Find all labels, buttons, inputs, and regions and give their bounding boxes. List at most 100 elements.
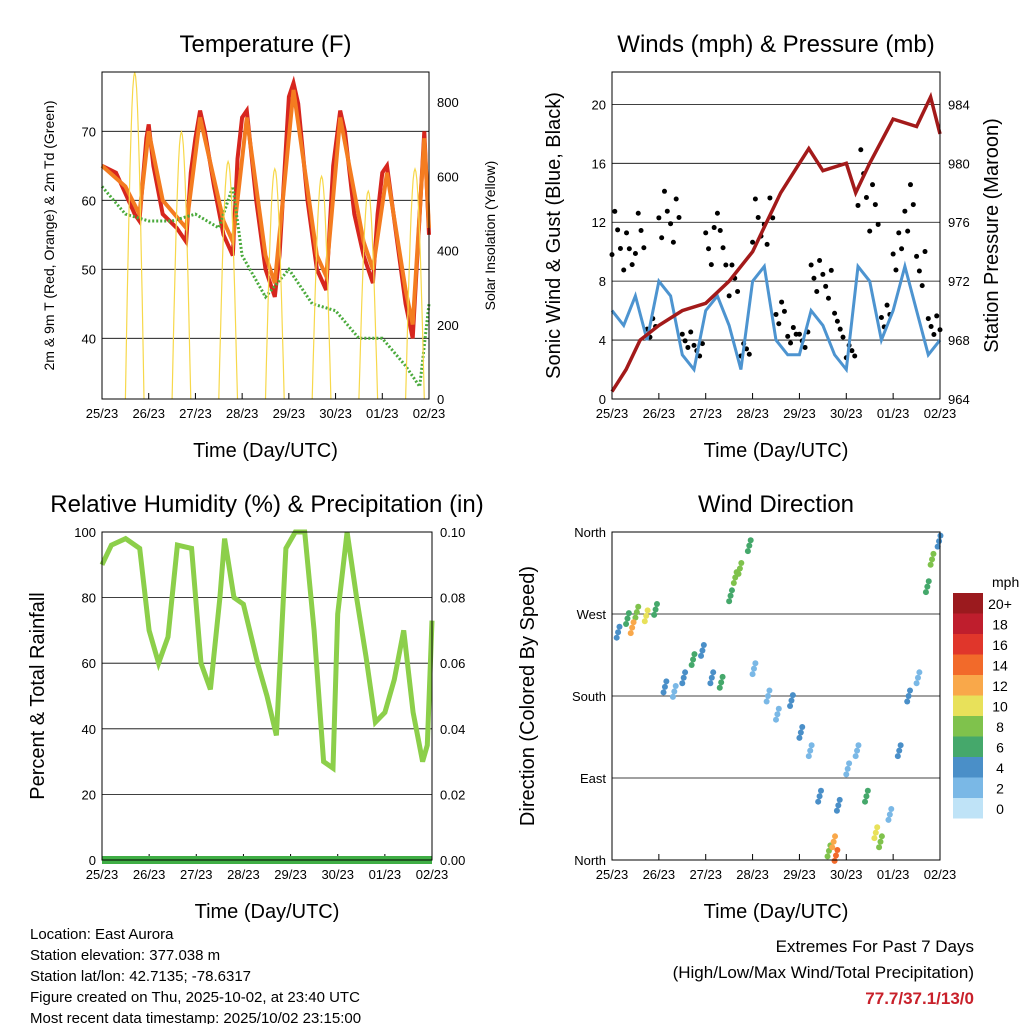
- direction-point: [916, 669, 923, 676]
- direction-point: [796, 734, 803, 741]
- pressure-series: [610, 91, 942, 393]
- direction-point: [699, 647, 706, 654]
- direction-point: [707, 680, 714, 687]
- direction-point: [936, 538, 943, 545]
- gust-point: [811, 275, 817, 281]
- direction-point: [843, 771, 850, 778]
- direction-point: [864, 787, 871, 794]
- direction-point: [835, 802, 842, 809]
- gust-point: [907, 182, 913, 188]
- x-tick-label: 02/23: [924, 867, 957, 882]
- direction-point: [750, 665, 757, 672]
- gust-point: [691, 342, 697, 348]
- direction-point: [728, 587, 735, 594]
- legend-label: 0: [996, 801, 1004, 817]
- y-tick-label: 40: [82, 722, 96, 737]
- direction-point: [854, 747, 861, 754]
- direction-point: [888, 805, 895, 812]
- x-tick-label: 25/23: [596, 867, 629, 882]
- direction-point: [669, 693, 676, 700]
- gust-point: [638, 227, 644, 233]
- y-tick-label: South: [572, 689, 606, 704]
- plot-frame: [611, 71, 941, 400]
- y-tick-label-right: 200: [437, 318, 459, 333]
- direction-point: [719, 673, 726, 680]
- x-tick-label: 28/23: [227, 867, 260, 882]
- gust-point: [779, 299, 785, 305]
- gust-point: [776, 321, 782, 327]
- direction-point: [927, 561, 934, 568]
- gust-point: [863, 194, 869, 200]
- gust-point: [814, 288, 820, 294]
- legend-label: 12: [992, 678, 1008, 694]
- gust-point: [858, 147, 864, 153]
- direction-point: [789, 692, 796, 699]
- x-tick-label: 25/23: [596, 406, 629, 421]
- gust-point: [764, 241, 770, 247]
- direction-point: [897, 742, 904, 749]
- direction-point: [690, 656, 697, 663]
- panel-2: Winds (mph) & Pressure (mb) Time (Day/UTC…: [543, 31, 1003, 462]
- direction-point: [872, 829, 879, 836]
- direction-point: [732, 574, 739, 581]
- y-tick-label: East: [580, 771, 606, 786]
- gust-point: [685, 344, 691, 350]
- direction-point: [716, 684, 723, 691]
- x-axis-label: Time (Day/UTC): [704, 440, 849, 462]
- gust-point: [934, 313, 940, 319]
- series-9m-t: [100, 89, 431, 325]
- y-tick-label-right: 600: [437, 169, 459, 184]
- direction-point: [914, 674, 921, 681]
- gust-point: [629, 262, 635, 268]
- gust-point: [679, 331, 685, 337]
- gust-point: [746, 351, 752, 357]
- gust-point: [834, 318, 840, 324]
- y-tick-label-right: 0: [437, 392, 444, 407]
- gust-point: [711, 225, 717, 231]
- gust-point: [884, 302, 890, 308]
- direction-point: [653, 600, 660, 607]
- x-tick-label: 30/23: [830, 406, 863, 421]
- legend-swatch: [953, 716, 983, 737]
- direction-point: [816, 793, 823, 800]
- y-tick-label-right: 0.06: [440, 656, 465, 671]
- gust-point: [673, 196, 679, 202]
- legend-swatch: [953, 654, 983, 675]
- x-tick-label: 26/23: [133, 867, 166, 882]
- legend-label: 20+: [988, 596, 1012, 612]
- y-axis-label: Sonic Wind & Gust (Blue, Black): [543, 92, 565, 379]
- gust-point: [802, 344, 808, 350]
- panel-3: Relative Humidity (%) & Precipitation (i…: [27, 491, 484, 923]
- direction-point: [886, 811, 893, 818]
- y-tick-label-right: 972: [948, 274, 970, 289]
- direction-point: [863, 793, 870, 800]
- direction-point: [698, 652, 705, 659]
- direction-point: [894, 753, 901, 760]
- gust-point: [661, 188, 667, 194]
- x-tick-label: 27/23: [689, 406, 722, 421]
- direction-point: [874, 824, 881, 831]
- series-2m-td: [100, 185, 431, 391]
- y-tick-label: North: [574, 525, 606, 540]
- solar-series: [358, 189, 379, 400]
- direction-point: [896, 747, 903, 754]
- direction-point: [922, 589, 929, 596]
- wind-series: [610, 260, 942, 374]
- direction-point: [700, 641, 707, 648]
- gust-point: [922, 249, 928, 255]
- direction-point: [652, 606, 659, 613]
- y-axis-label: Direction (Colored By Speed): [517, 566, 539, 826]
- legend-swatch: [953, 634, 983, 655]
- gust-point: [852, 353, 858, 359]
- panel-1: Temperature (F) Time (Day/UTC) 2m & 9m T (…: [41, 31, 498, 462]
- direction-point: [718, 679, 725, 686]
- direction-point: [688, 662, 695, 669]
- direction-point: [878, 833, 885, 840]
- gust-point: [870, 182, 876, 188]
- direction-point: [807, 747, 814, 754]
- gust-point: [817, 258, 823, 264]
- direction-point: [691, 651, 698, 658]
- y-tick-label: 50: [82, 262, 96, 277]
- direction-point: [852, 753, 859, 760]
